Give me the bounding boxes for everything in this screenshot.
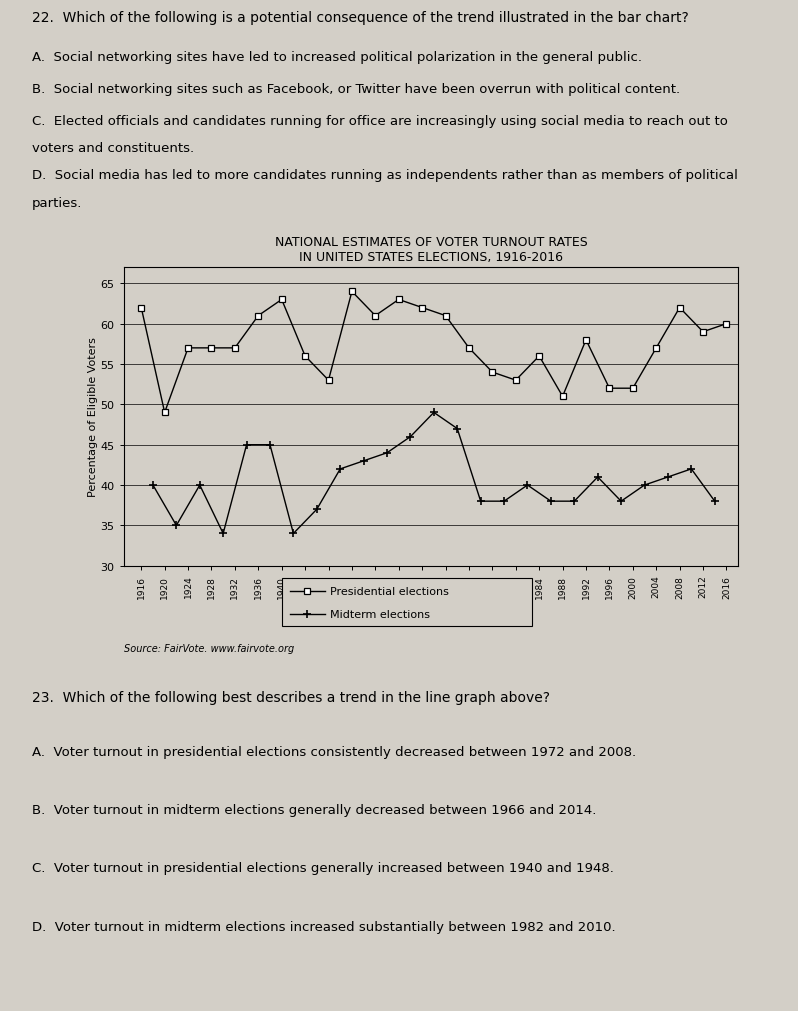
Text: A.  Social networking sites have led to increased political polarization in the : A. Social networking sites have led to i… — [32, 52, 642, 65]
X-axis label: Year: Year — [417, 604, 444, 617]
FancyBboxPatch shape — [282, 579, 532, 626]
Text: B.  Social networking sites such as Facebook, or Twitter have been overrun with : B. Social networking sites such as Faceb… — [32, 83, 680, 96]
Text: 22.  Which of the following is a potential consequence of the trend illustrated : 22. Which of the following is a potentia… — [32, 11, 689, 25]
Text: A.  Voter turnout in presidential elections consistently decreased between 1972 : A. Voter turnout in presidential electio… — [32, 745, 636, 758]
Text: D.  Voter turnout in midterm elections increased substantially between 1982 and : D. Voter turnout in midterm elections in… — [32, 920, 615, 933]
Text: D.  Social media has led to more candidates running as independents rather than : D. Social media has led to more candidat… — [32, 169, 738, 182]
Y-axis label: Percentage of Eligible Voters: Percentage of Eligible Voters — [88, 338, 98, 496]
Text: voters and constituents.: voters and constituents. — [32, 142, 194, 155]
Text: Source: FairVote. www.fairvote.org: Source: FairVote. www.fairvote.org — [124, 643, 294, 653]
Text: Midterm elections: Midterm elections — [330, 609, 430, 619]
Title: NATIONAL ESTIMATES OF VOTER TURNOUT RATES
IN UNITED STATES ELECTIONS, 1916-2016: NATIONAL ESTIMATES OF VOTER TURNOUT RATE… — [275, 236, 587, 264]
Text: Presidential elections: Presidential elections — [330, 586, 449, 596]
Text: parties.: parties. — [32, 196, 82, 209]
Text: C.  Voter turnout in presidential elections generally increased between 1940 and: C. Voter turnout in presidential electio… — [32, 861, 614, 875]
Text: 23.  Which of the following best describes a trend in the line graph above?: 23. Which of the following best describe… — [32, 691, 550, 704]
Text: B.  Voter turnout in midterm elections generally decreased between 1966 and 2014: B. Voter turnout in midterm elections ge… — [32, 804, 596, 816]
Text: C.  Elected officials and candidates running for office are increasingly using s: C. Elected officials and candidates runn… — [32, 114, 728, 127]
